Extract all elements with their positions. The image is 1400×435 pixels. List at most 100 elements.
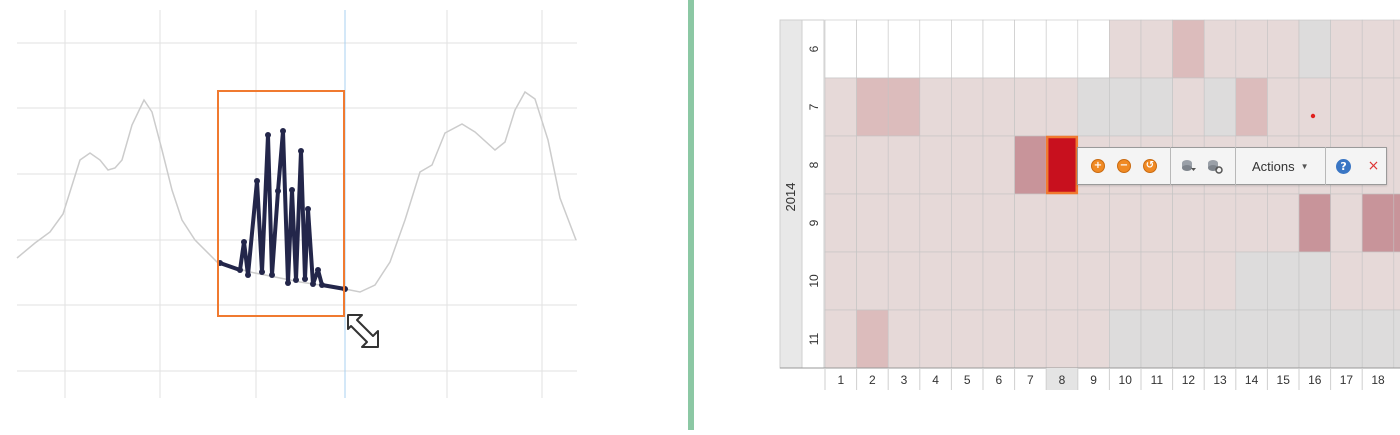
heatmap-cell[interactable]	[1014, 19, 1047, 79]
heatmap-cell[interactable]	[1393, 135, 1400, 195]
heatmap-cell[interactable]	[1014, 135, 1047, 195]
heatmap-cell[interactable]	[1298, 77, 1331, 137]
heatmap-cell[interactable]	[824, 135, 857, 195]
heatmap-cell[interactable]	[1109, 309, 1142, 369]
heatmap-cell[interactable]	[1393, 251, 1400, 311]
heatmap-cell[interactable]	[982, 309, 1015, 369]
heatmap-cell[interactable]	[919, 251, 952, 311]
heatmap-cell[interactable]	[856, 77, 889, 137]
heatmap-cell[interactable]	[1203, 193, 1237, 253]
heatmap-cell[interactable]	[887, 193, 921, 253]
heatmap-cell[interactable]	[887, 135, 921, 195]
heatmap-cell[interactable]	[1361, 309, 1395, 369]
heatmap-cell[interactable]	[1045, 251, 1079, 311]
heatmap-cell-selected[interactable]	[1045, 135, 1079, 195]
heatmap-cell[interactable]	[951, 251, 984, 311]
heatmap-cell[interactable]	[856, 135, 889, 195]
heatmap-cell[interactable]	[1172, 251, 1205, 311]
diagonal-resize-icon[interactable]	[347, 314, 379, 348]
heatmap-cell[interactable]	[1267, 251, 1300, 311]
heatmap-cell[interactable]	[919, 19, 952, 79]
heatmap-cell[interactable]	[1393, 77, 1400, 137]
heatmap-cell[interactable]	[1045, 19, 1079, 79]
heatmap-cell[interactable]	[982, 19, 1015, 79]
heatmap-cell[interactable]	[1393, 19, 1400, 79]
heatmap-cell[interactable]	[982, 251, 1015, 311]
heatmap-cell[interactable]	[951, 309, 984, 369]
drill-up-button[interactable]	[1181, 158, 1197, 174]
heatmap-cell[interactable]	[1330, 251, 1363, 311]
heatmap-cell[interactable]	[1109, 251, 1142, 311]
heatmap-cell[interactable]	[1077, 77, 1110, 137]
zoom-out-button[interactable]: −	[1116, 158, 1132, 174]
close-icon[interactable]: ×	[1367, 158, 1380, 174]
heatmap-cell[interactable]	[1361, 77, 1395, 137]
heatmap-cell[interactable]	[1235, 77, 1268, 137]
heatmap-cell[interactable]	[951, 77, 984, 137]
heatmap-cell[interactable]	[1298, 309, 1331, 369]
heatmap-cell[interactable]	[1140, 193, 1173, 253]
heatmap-cell[interactable]	[887, 77, 921, 137]
heatmap-cell[interactable]	[824, 19, 857, 79]
heatmap-cell[interactable]	[1298, 251, 1331, 311]
heatmap-cell[interactable]	[856, 251, 889, 311]
heatmap-cell[interactable]	[887, 309, 921, 369]
heatmap-cell[interactable]	[951, 193, 984, 253]
heatmap-cell[interactable]	[1014, 251, 1047, 311]
heatmap-cell[interactable]	[824, 77, 857, 137]
heatmap-cell[interactable]	[1109, 77, 1142, 137]
heatmap-cell[interactable]	[1267, 309, 1300, 369]
heatmap-cell[interactable]	[1109, 19, 1142, 79]
heatmap-cell[interactable]	[1140, 309, 1173, 369]
heatmap-cell[interactable]	[1045, 77, 1079, 137]
heatmap-cell[interactable]	[919, 135, 952, 195]
heatmap-cell[interactable]	[1140, 77, 1173, 137]
reset-zoom-button[interactable]: ↺	[1142, 158, 1158, 174]
heatmap-cell[interactable]	[1330, 193, 1363, 253]
heatmap-cell[interactable]	[856, 309, 889, 369]
heatmap-cell[interactable]	[1235, 309, 1268, 369]
heatmap-cell[interactable]	[1140, 19, 1173, 79]
heatmap-cell[interactable]	[1045, 309, 1079, 369]
heatmap-cell[interactable]	[1235, 251, 1268, 311]
heatmap-cell[interactable]	[1172, 77, 1205, 137]
heatmap-cell[interactable]	[982, 77, 1015, 137]
heatmap-cell[interactable]	[951, 19, 984, 79]
heatmap-cell[interactable]	[887, 251, 921, 311]
heatmap-cell[interactable]	[1393, 309, 1400, 369]
heatmap-cell[interactable]	[1203, 77, 1237, 137]
heatmap-cell[interactable]	[1140, 251, 1173, 311]
heatmap-cell[interactable]	[1203, 19, 1237, 79]
heatmap-cell[interactable]	[1077, 193, 1110, 253]
actions-dropdown[interactable]: Actions ▼	[1242, 159, 1319, 174]
heatmap-cell[interactable]	[887, 19, 921, 79]
heatmap-cell[interactable]	[982, 135, 1015, 195]
heatmap-cell[interactable]	[856, 193, 889, 253]
heatmap-cell[interactable]	[1330, 309, 1363, 369]
heatmap-cell[interactable]	[1203, 309, 1237, 369]
heatmap-cell[interactable]	[1014, 77, 1047, 137]
heatmap-cell[interactable]	[1172, 309, 1205, 369]
heatmap-cell[interactable]	[1077, 309, 1110, 369]
heatmap-cell[interactable]	[1109, 193, 1142, 253]
heatmap-cell[interactable]	[824, 251, 857, 311]
heatmap-cell[interactable]	[1330, 19, 1363, 79]
heatmap-cell[interactable]	[1298, 19, 1331, 79]
heatmap-cell[interactable]	[1267, 193, 1300, 253]
drill-down-button[interactable]	[1207, 158, 1223, 174]
zoom-in-button[interactable]: +	[1090, 158, 1106, 174]
heatmap-cell[interactable]	[1203, 251, 1237, 311]
heatmap-cell[interactable]	[919, 77, 952, 137]
heatmap-cell[interactable]	[1330, 77, 1363, 137]
heatmap-cell[interactable]	[824, 309, 857, 369]
heatmap-cell[interactable]	[1393, 193, 1400, 253]
heatmap-cell[interactable]	[1298, 193, 1331, 253]
heatmap-cell[interactable]	[919, 309, 952, 369]
heatmap-cell[interactable]	[919, 193, 952, 253]
heatmap-cell[interactable]	[1235, 19, 1268, 79]
heatmap-cell[interactable]	[951, 135, 984, 195]
heatmap-cell[interactable]	[1267, 19, 1300, 79]
panel-divider[interactable]	[688, 0, 694, 430]
heatmap-cell[interactable]	[1235, 193, 1268, 253]
heatmap-cell[interactable]	[1077, 19, 1110, 79]
